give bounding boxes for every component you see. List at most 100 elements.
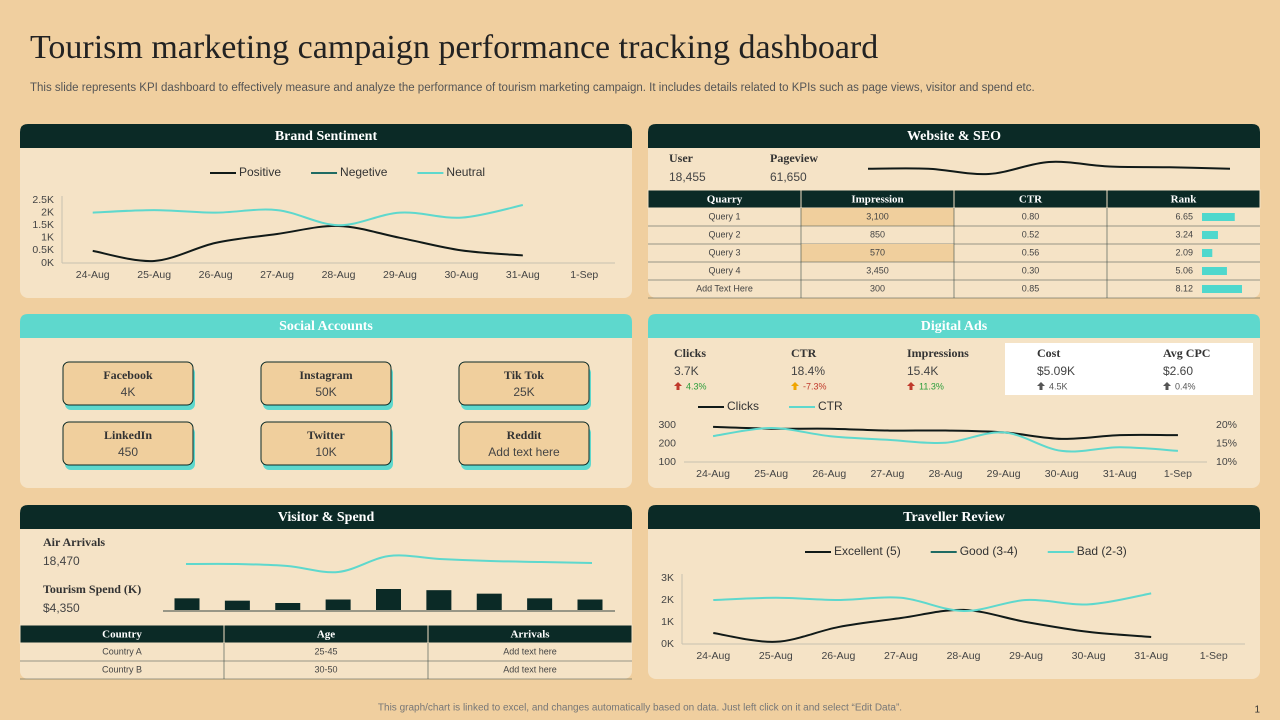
x-tick-label: 24-Aug bbox=[696, 650, 730, 662]
y-tick-label: 0K bbox=[41, 257, 54, 269]
table-cell: 850 bbox=[870, 229, 885, 239]
kpi-label: Avg CPC bbox=[1163, 346, 1210, 360]
legend-label: CTR bbox=[818, 399, 843, 413]
y-tick-label: 300 bbox=[658, 419, 676, 431]
legend-label: Good (3-4) bbox=[960, 544, 1018, 558]
y2-tick-label: 20% bbox=[1216, 419, 1237, 431]
table-cell: Query 1 bbox=[708, 211, 740, 221]
footer-note: This graph/chart is linked to excel, and… bbox=[378, 703, 902, 714]
series-line bbox=[92, 204, 524, 227]
y-tick-label: 1.5K bbox=[32, 219, 54, 231]
x-tick-label: 28-Aug bbox=[322, 269, 356, 281]
card-value: 10K bbox=[315, 445, 336, 459]
subtitle: This slide represents KPI dashboard to e… bbox=[30, 82, 1035, 94]
table-header-cell bbox=[1106, 189, 1261, 209]
kpi-label: Impressions bbox=[907, 346, 969, 360]
table-cell: 0.80 bbox=[1022, 211, 1040, 221]
kpi-highlight bbox=[1005, 343, 1253, 395]
change-arrow bbox=[791, 382, 799, 390]
x-tick-label: 26-Aug bbox=[812, 468, 846, 480]
legend-label: Bad (2-3) bbox=[1077, 544, 1127, 558]
kpi-change: 4.5K bbox=[1049, 381, 1068, 391]
panel-title: Social Accounts bbox=[279, 319, 373, 334]
panel-header bbox=[648, 505, 1260, 529]
card bbox=[458, 361, 590, 406]
bar bbox=[527, 598, 553, 610]
card bbox=[260, 361, 392, 406]
table-cell: 0.85 bbox=[1022, 283, 1040, 293]
card-name: Tik Tok bbox=[504, 368, 544, 382]
y-tick-label: 0K bbox=[661, 638, 674, 650]
card bbox=[62, 421, 194, 466]
series-line bbox=[713, 592, 1152, 613]
page-number: 1 bbox=[1254, 705, 1260, 716]
table-cell: 0.30 bbox=[1022, 265, 1040, 275]
kpi-value: 18,470 bbox=[43, 554, 80, 568]
table-header: Rank bbox=[1171, 194, 1198, 206]
panel bbox=[20, 124, 632, 298]
panel-title: Digital Ads bbox=[921, 319, 988, 334]
kpi-value: $2.60 bbox=[1163, 364, 1193, 378]
rank-bar bbox=[1202, 267, 1227, 275]
x-tick-label: 25-Aug bbox=[754, 468, 788, 480]
x-tick-label: 31-Aug bbox=[506, 269, 540, 281]
y-tick-label: 1K bbox=[661, 616, 674, 628]
change-arrow bbox=[1163, 382, 1171, 390]
kpi-change: 11.3% bbox=[919, 381, 944, 391]
card-value: 450 bbox=[118, 445, 138, 459]
bar bbox=[224, 600, 250, 610]
kpi-value: 3.7K bbox=[674, 364, 699, 378]
panel-header bbox=[20, 314, 632, 338]
kpi-label: CTR bbox=[791, 346, 817, 360]
panel-title: Brand Sentiment bbox=[275, 129, 378, 144]
table-header: Arrivals bbox=[510, 629, 550, 641]
x-tick-label: 30-Aug bbox=[1045, 468, 1079, 480]
bar bbox=[275, 603, 301, 610]
table-cell: 25-45 bbox=[314, 646, 337, 656]
cell-highlight bbox=[801, 208, 954, 226]
rank-bar bbox=[1202, 231, 1218, 239]
table-cell: 30-50 bbox=[314, 664, 337, 674]
card-name: Twitter bbox=[307, 428, 345, 442]
kpi-label: Cost bbox=[1037, 346, 1060, 360]
bar bbox=[174, 598, 200, 610]
kpi-value: 18.4% bbox=[791, 364, 825, 378]
bar bbox=[476, 593, 502, 610]
series-line bbox=[867, 160, 1231, 176]
y-tick-label: 200 bbox=[658, 437, 676, 449]
table-cell: Add text here bbox=[503, 664, 557, 674]
x-tick-label: 1-Sep bbox=[570, 269, 598, 281]
kpi-label: Tourism Spend (K) bbox=[43, 582, 141, 596]
table-header: CTR bbox=[1019, 194, 1043, 206]
x-tick-label: 30-Aug bbox=[1072, 650, 1106, 662]
x-tick-label: 28-Aug bbox=[947, 650, 981, 662]
title: Tourism marketing campaign performance t… bbox=[30, 29, 878, 66]
x-tick-label: 29-Aug bbox=[383, 269, 417, 281]
kpi-value: $4,350 bbox=[43, 601, 80, 615]
y2-tick-label: 10% bbox=[1216, 456, 1237, 468]
card-name: Instagram bbox=[299, 368, 352, 382]
x-tick-label: 26-Aug bbox=[199, 269, 233, 281]
table-cell: Query 3 bbox=[708, 247, 740, 257]
kpi-value: 18,455 bbox=[669, 170, 706, 184]
table-cell: 0.52 bbox=[1022, 229, 1040, 239]
table-cell: 5.06 bbox=[1175, 265, 1193, 275]
table-cell: 3.24 bbox=[1175, 229, 1193, 239]
change-arrow bbox=[1037, 382, 1045, 390]
card bbox=[260, 421, 392, 466]
series-line bbox=[185, 554, 593, 574]
table-cell: 6.65 bbox=[1175, 211, 1193, 221]
legend-label: Excellent (5) bbox=[834, 544, 901, 558]
table-header: Quarry bbox=[707, 194, 743, 206]
table-cell: 570 bbox=[870, 247, 885, 257]
kpi-change: 0.4% bbox=[1175, 381, 1196, 391]
card bbox=[458, 421, 590, 466]
kpi-value: 61,650 bbox=[770, 170, 807, 184]
card-name: LinkedIn bbox=[104, 428, 152, 442]
card-value: 4K bbox=[121, 385, 136, 399]
series-line bbox=[92, 224, 523, 263]
panel-header bbox=[648, 314, 1260, 338]
panel-header bbox=[20, 505, 632, 529]
cell-highlight bbox=[801, 244, 954, 262]
card bbox=[62, 361, 194, 406]
